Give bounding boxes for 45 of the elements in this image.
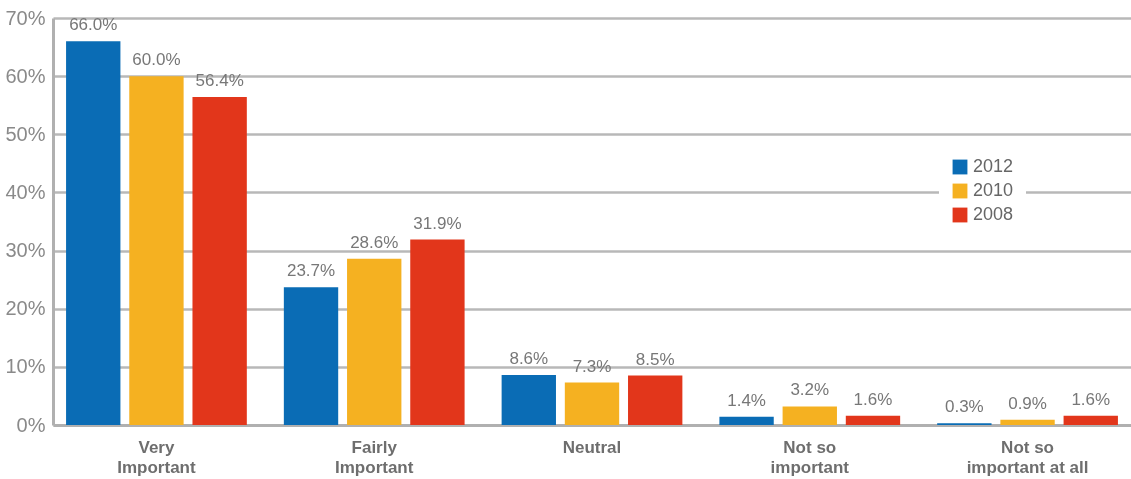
x-tick-label: Fairly Important [335,437,414,477]
bar [410,239,465,425]
data-label: 31.9% [413,213,462,233]
bar [129,76,184,425]
data-label: 0.9% [1008,393,1047,413]
x-tick-label: Very Important [117,437,196,477]
legend-label: 2010 [973,180,1014,200]
bar [845,415,901,425]
data-label: 0.3% [944,397,984,417]
y-tick-label: 20% [5,297,46,320]
data-label: 56.4% [195,71,244,91]
bar [347,258,402,425]
y-tick-label: 50% [5,122,46,145]
bar [719,416,774,425]
x-tick-label: Not so important [770,437,850,477]
bar [564,382,620,425]
y-tick-label: 60% [5,64,46,87]
x-tick-label: Not so important at all [966,437,1089,477]
bar [283,287,339,425]
x-tick-label: Neutral [562,437,622,457]
bar [192,97,247,425]
y-tick-label: 40% [5,180,46,203]
data-label: 23.7% [286,261,336,281]
data-label: 1.6% [1071,389,1111,409]
bar [1063,415,1118,425]
data-label: 7.3% [572,356,612,376]
bar [1000,419,1055,425]
data-label: 8.5% [635,349,675,369]
data-label: 3.2% [790,380,830,400]
data-label: 60.0% [132,50,181,70]
bar [501,375,556,425]
data-label: 8.6% [509,349,549,368]
y-tick-label: 30% [5,239,46,262]
legend-label: 2012 [973,156,1014,176]
bar [66,41,121,425]
data-label: 66.0% [69,15,118,35]
legend-label: 2008 [973,204,1014,224]
data-label: 1.4% [727,390,766,410]
data-label: 1.6% [853,389,893,409]
data-label: 28.6% [350,232,399,252]
bar [782,406,837,425]
y-tick-label: 70% [5,6,46,29]
y-tick-label: 0% [16,413,46,436]
y-tick-label: 10% [5,355,46,378]
bar [628,375,683,425]
